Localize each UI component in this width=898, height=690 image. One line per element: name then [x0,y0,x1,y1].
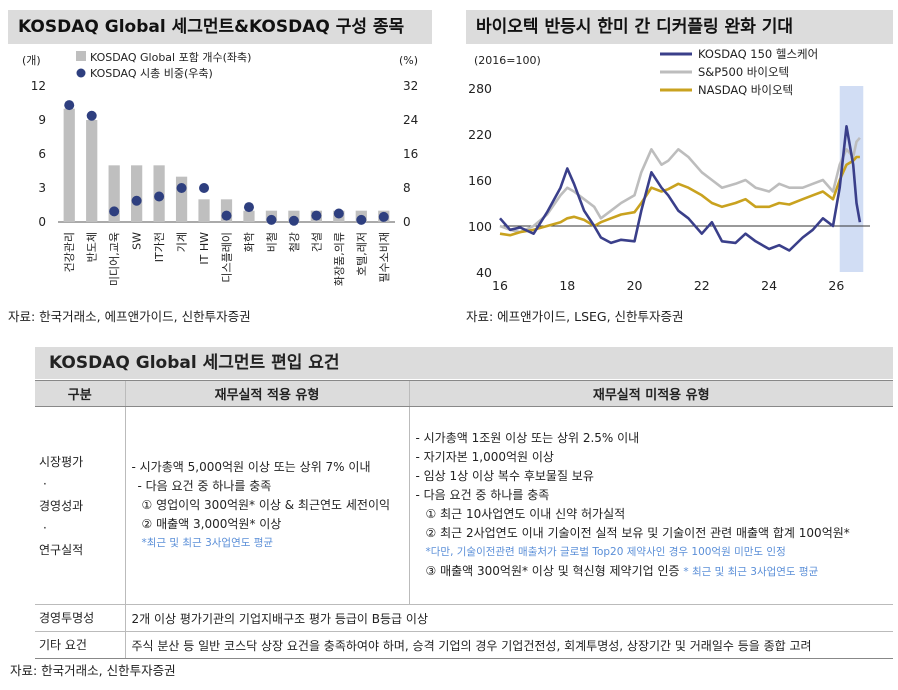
y-tick-label: 100 [468,219,492,234]
left-tick-label: 6 [38,147,46,161]
share-dot [356,214,367,225]
table-row: 시장평가 · 경영성과 · 연구실적 - 시가총액 5,000억원 이상 또는 … [35,406,893,605]
row2-text: 2개 이상 평가기관의 기업지배구조 평가 등급이 B등급 이상 [124,604,893,632]
category-label: IT가전 [153,232,166,262]
legend-bar-swatch [76,51,86,61]
category-label: 기계 [176,232,189,252]
category-label: 철강 [288,232,301,252]
row2-label: 경영투명성 [35,604,125,632]
category-label: 비철 [265,232,278,252]
applied-note: *최근 및 최근 3사업연도 평균 [141,537,274,549]
share-dot [333,208,344,219]
y-tick-label: 40 [476,265,492,280]
share-dot [131,195,142,206]
right-chart-source: 자료: 에프앤가이드, LSEG, 신한투자증권 [466,309,684,324]
table-row: 기타 요건 주식 분산 등 일반 코스닥 상장 요건을 충족하여야 하며, 승격… [35,631,893,659]
right-tick-label: 24 [403,113,418,127]
left-tick-label: 3 [38,181,46,195]
row3-label: 기타 요건 [35,631,125,659]
x-tick-label: 22 [694,278,710,293]
series-line [499,136,861,234]
row1-label: 시장평가 · 경영성과 · 연구실적 [35,406,125,605]
table-source: 자료: 한국거래소, 신한투자증권 [10,663,176,678]
row1-applied: - 시가총액 5,000억원 이상 또는 상위 7% 이내 - 다음 요건 중 … [124,406,409,605]
bar [63,108,75,222]
share-dot [221,210,232,221]
category-label: 호텔,레저 [355,232,368,276]
share-dot [86,110,97,121]
share-dot [109,206,120,217]
y-unit-label: (2016=100) [474,54,541,67]
share-dot [243,202,254,213]
category-label: IT HW [198,232,211,265]
right-tick-label: 8 [403,181,411,195]
legend-bar-label: KOSDAQ Global 포함 개수(좌축) [90,51,251,64]
bar [175,176,188,222]
category-label: 반도체 [86,232,99,262]
legend-dot-swatch [76,68,86,78]
table-row: 경영투명성 2개 이상 평가기관의 기업지배구조 평가 등급이 B등급 이상 [35,604,893,632]
share-dot [288,215,299,226]
left-tick-label: 12 [31,79,46,93]
right-tick-label: 16 [403,147,418,161]
right-axis-unit: (%) [399,54,418,67]
category-label: 건설 [310,232,323,252]
share-dot [311,210,322,221]
x-tick-label: 26 [828,278,844,293]
x-tick-label: 18 [559,278,575,293]
category-label: 디스플레이 [221,232,234,283]
table-title: KOSDAQ Global 세그먼트 편입 요건 [35,347,893,379]
left-chart-source: 자료: 한국거래소, 에프앤가이드, 신한투자증권 [8,309,251,324]
biotech-line-chart: (2016=100) 40 100 160 220 280 16 18 20 22 24 26 KOSD… [468,47,870,293]
x-tick-label: 20 [627,278,643,293]
share-dot [154,191,165,202]
series-line [499,125,862,252]
right-chart-title: 바이오텍 반등시 한미 간 디커플링 완화 기대 [466,10,893,44]
share-dot [199,183,210,193]
row1-not-applied: - 시가총액 1조원 이상 또는 상위 2.5% 이내 - 자기자본 1,000… [408,406,893,605]
category-label: 화학 [243,232,256,252]
left-axis-unit: (개) [22,54,41,67]
table-header-row: 구분 재무실적 적용 유형 재무실적 미적용 유형 [35,380,893,407]
category-label: 건강관리 [63,232,76,272]
bar [108,165,120,222]
category-label: 미디어,교육 [108,232,121,286]
category-label: 화장품,의류 [333,232,346,286]
y-tick-label: 220 [468,127,492,142]
bar [243,210,255,222]
segment-bar-chart: KOSDAQ Global 포함 개수(좌축) KOSDAQ 시총 비중(우축) (… [22,51,418,286]
category-label: 필수소비재 [378,232,391,283]
x-tick-label: 16 [492,278,508,293]
row3-text: 주식 분산 등 일반 코스닥 상장 요건을 충족하여야 하며, 승격 기업의 경… [124,631,893,659]
series-line [499,155,860,237]
left-chart-title: KOSDAQ Global 세그먼트&KOSDAQ 구성 종목 [8,10,432,44]
right-tick-label: 0 [403,215,411,229]
category-label: SW [131,232,144,250]
header-applied: 재무실적 적용 유형 [124,380,409,407]
left-tick-label: 0 [38,215,46,229]
not-applied-last-note: * 최근 및 최근 3사업연도 평균 [683,566,819,578]
y-tick-label: 280 [468,81,492,96]
requirements-table: 구분 재무실적 적용 유형 재무실적 미적용 유형 시장평가 · 경영성과 · … [35,380,893,659]
share-dot [176,183,187,193]
right-tick-label: 32 [403,79,418,93]
header-category: 구분 [35,380,125,407]
bar [86,120,98,222]
header-not-applied: 재무실적 미적용 유형 [408,380,893,407]
highlight-region [839,86,864,272]
bar [131,165,143,222]
y-tick-label: 160 [468,173,492,188]
share-dot [64,100,75,111]
not-applied-note: *다만, 기술이전관련 매출처가 글로벌 Top20 제약사인 경우 100억원… [425,546,786,558]
legend-label: NASDAQ 바이오텍 [698,83,793,97]
legend-label: S&P500 바이오텍 [698,65,789,79]
bar [198,199,210,222]
left-tick-label: 9 [38,113,46,127]
legend-dot-label: KOSDAQ 시총 비중(우축) [90,67,213,80]
x-tick-label: 24 [761,278,777,293]
share-dot [266,214,277,225]
legend-label: KOSDAQ 150 헬스케어 [698,47,818,61]
share-dot [378,211,389,222]
